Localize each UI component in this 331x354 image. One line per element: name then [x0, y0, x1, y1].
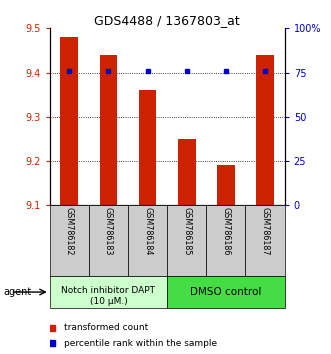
- Text: GSM786187: GSM786187: [260, 207, 269, 256]
- Bar: [217, 166, 235, 205]
- Bar: [61, 37, 78, 205]
- Text: percentile rank within the sample: percentile rank within the sample: [64, 339, 217, 348]
- Text: GSM786185: GSM786185: [182, 207, 191, 256]
- Text: DMSO control: DMSO control: [190, 287, 261, 297]
- Bar: [100, 55, 117, 205]
- Bar: [206, 205, 246, 276]
- Text: transformed count: transformed count: [64, 323, 148, 332]
- Text: (10 μM.): (10 μM.): [89, 297, 127, 306]
- Bar: [178, 139, 196, 205]
- Text: GSM786184: GSM786184: [143, 207, 152, 256]
- Text: agent: agent: [3, 287, 31, 297]
- Bar: [167, 205, 206, 276]
- Text: GSM786182: GSM786182: [65, 207, 74, 256]
- Bar: [139, 90, 156, 205]
- Bar: [167, 276, 285, 308]
- Text: GSM786186: GSM786186: [221, 207, 230, 256]
- Bar: [128, 205, 167, 276]
- Bar: [50, 205, 89, 276]
- Bar: [246, 205, 285, 276]
- Bar: [89, 205, 128, 276]
- Title: GDS4488 / 1367803_at: GDS4488 / 1367803_at: [94, 14, 240, 27]
- Text: GSM786183: GSM786183: [104, 207, 113, 256]
- Bar: [50, 276, 167, 308]
- Text: Notch inhibitor DAPT: Notch inhibitor DAPT: [62, 286, 155, 295]
- Bar: [256, 55, 274, 205]
